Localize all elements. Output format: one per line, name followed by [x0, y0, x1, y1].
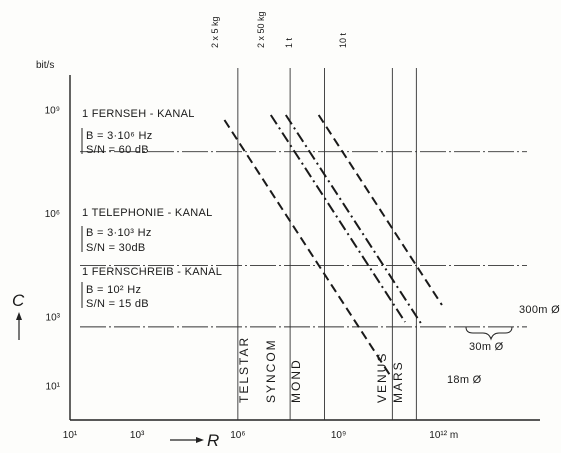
y-tick-label: 10³: [46, 313, 61, 324]
x-tick-label: 10¹: [63, 430, 78, 441]
y-axis-arrow: [16, 312, 22, 340]
mass-label: 10 t: [338, 32, 348, 48]
channel-annotation: 1 TELEPHONIE - KANAL B = 3·10³ Hz S/N = …: [81, 207, 213, 254]
x-ticks: 10¹ 10³ 10⁶ 10⁹ 10¹² m: [63, 430, 458, 441]
x-tick-label: 10⁹: [331, 430, 346, 441]
channel-snr: S/N = 15 dB: [86, 298, 149, 310]
y-ticks: 10¹ 10³ 10⁶ 10⁹: [45, 106, 61, 393]
distance-lines: [237, 68, 417, 420]
x-tick-label: 10³: [130, 430, 145, 441]
mass-label: 1 t: [284, 37, 294, 48]
series-line: [269, 114, 406, 323]
mass-label: 2 x 50 kg: [256, 11, 266, 48]
channel-snr: S/N = 60 dB: [86, 144, 149, 156]
channel-name: 1 TELEPHONIE - KANAL: [82, 207, 213, 219]
series-line: [223, 119, 391, 376]
antenna-label: 300m Ø: [519, 304, 560, 316]
y-axis-title: C: [12, 291, 25, 310]
channel-bandwidth: B = 10² Hz: [86, 284, 141, 296]
distance-label-mond: MOND: [289, 358, 303, 403]
channel-name: 1 FERNSCHREIB - KANAL: [82, 266, 222, 278]
distance-label-venus: VENUS: [375, 352, 389, 403]
x-axis-title: R: [207, 431, 219, 450]
channel-annotation: 1 FERNSEH - KANAL B = 3·10⁶ Hz S/N = 60 …: [81, 108, 195, 156]
y-unit-label: bit/s: [36, 60, 54, 71]
x-axis-arrow: [170, 437, 204, 443]
y-tick-label: 10⁹: [45, 106, 60, 117]
x-tick-label: 10⁶: [230, 430, 245, 441]
series-line: [317, 114, 443, 306]
channel-snr: S/N = 30dB: [86, 242, 146, 254]
distance-label-mars: MARS: [391, 360, 405, 403]
series-layer: [223, 114, 443, 376]
x-tick-label: 10¹² m: [429, 430, 458, 441]
series-line: [284, 114, 422, 324]
y-tick-label: 10¹: [46, 382, 61, 393]
distance-label-telstar: TELSTAR: [237, 336, 251, 403]
capacity-lines: [80, 151, 527, 328]
y-tick-label: 10⁶: [45, 209, 60, 220]
channel-annotation: 1 FERNSCHREIB - KANAL B = 10² Hz S/N = 1…: [81, 266, 222, 310]
antenna-label: 18m Ø: [447, 374, 482, 386]
antenna-label: 30m Ø: [469, 341, 504, 353]
distance-label-syncom: SYNCOM: [264, 338, 278, 403]
mass-label: 2 x 5 kg: [210, 16, 220, 48]
channel-bandwidth: B = 3·10³ Hz: [86, 227, 152, 239]
antenna-brace: [465, 326, 513, 341]
channel-name: 1 FERNSEH - KANAL: [82, 108, 195, 120]
channel-bandwidth: B = 3·10⁶ Hz: [86, 130, 153, 142]
